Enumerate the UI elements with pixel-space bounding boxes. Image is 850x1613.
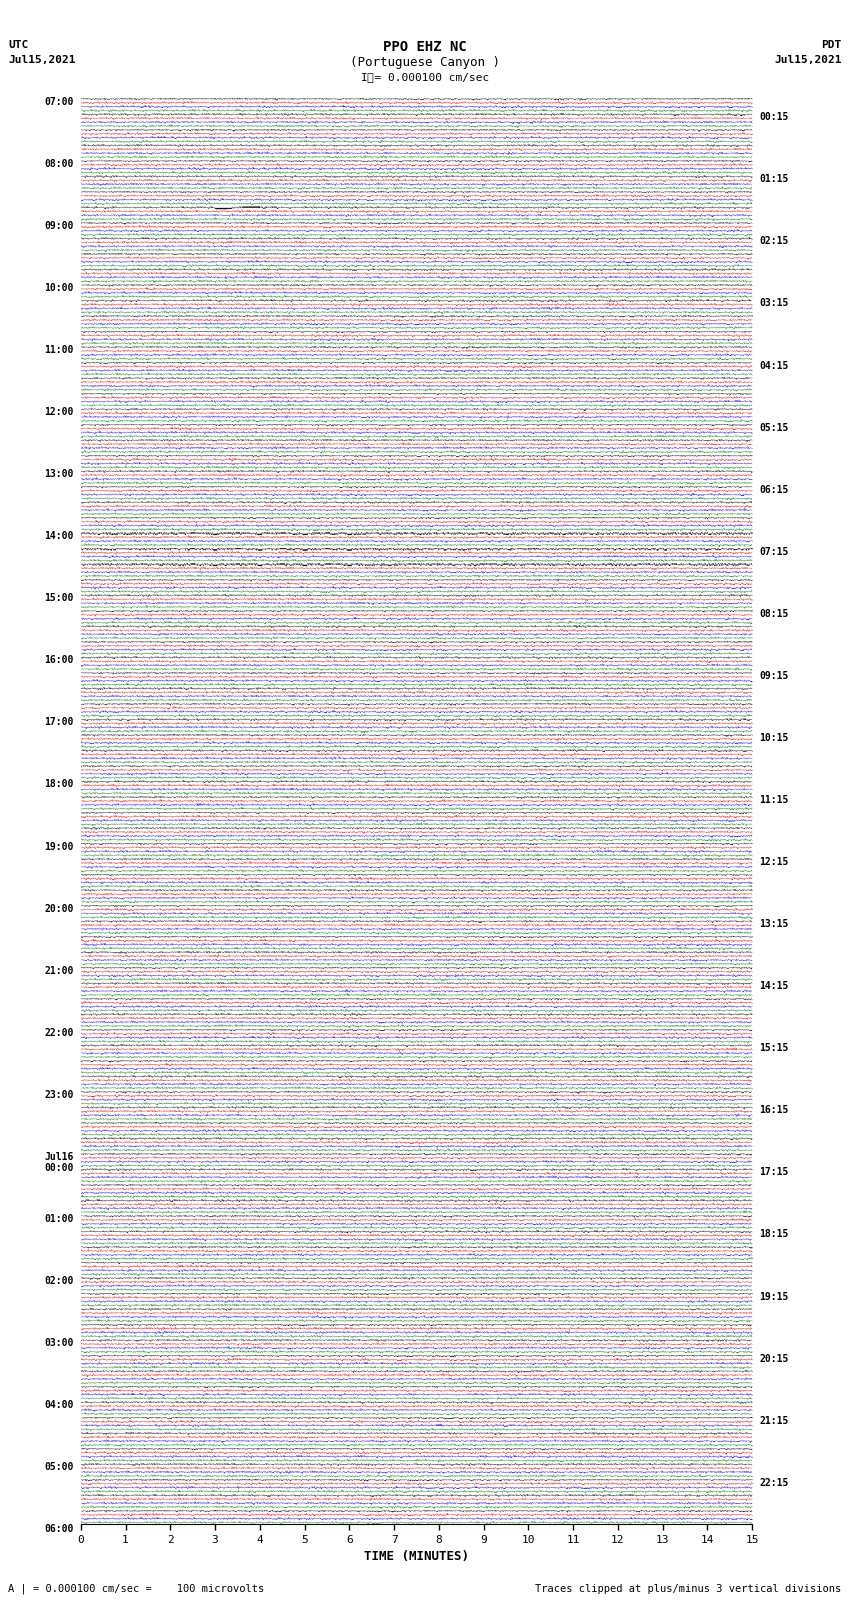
Text: 06:15: 06:15 [759, 484, 789, 495]
Text: 14:00: 14:00 [44, 531, 74, 542]
Text: 02:15: 02:15 [759, 237, 789, 247]
Text: 02:00: 02:00 [44, 1276, 74, 1286]
X-axis label: TIME (MINUTES): TIME (MINUTES) [364, 1550, 469, 1563]
Text: 00:15: 00:15 [759, 113, 789, 123]
Text: 15:00: 15:00 [44, 594, 74, 603]
Text: 13:15: 13:15 [759, 919, 789, 929]
Text: PPO EHZ NC: PPO EHZ NC [383, 40, 467, 55]
Text: 04:15: 04:15 [759, 361, 789, 371]
Text: 13:00: 13:00 [44, 469, 74, 479]
Text: 22:15: 22:15 [759, 1478, 789, 1487]
Text: 07:15: 07:15 [759, 547, 789, 556]
Text: 05:15: 05:15 [759, 423, 789, 432]
Text: 17:15: 17:15 [759, 1168, 789, 1177]
Text: 19:15: 19:15 [759, 1292, 789, 1302]
Text: Jul15,2021: Jul15,2021 [774, 55, 842, 65]
Text: 01:15: 01:15 [759, 174, 789, 184]
Text: 08:15: 08:15 [759, 608, 789, 619]
Text: PDT: PDT [821, 40, 842, 50]
Text: ⏐: ⏐ [366, 73, 373, 82]
Text: 20:00: 20:00 [44, 903, 74, 913]
Text: 09:15: 09:15 [759, 671, 789, 681]
Text: 18:00: 18:00 [44, 779, 74, 789]
Text: 10:15: 10:15 [759, 732, 789, 744]
Text: Jul15,2021: Jul15,2021 [8, 55, 76, 65]
Text: 08:00: 08:00 [44, 158, 74, 169]
Text: 03:00: 03:00 [44, 1339, 74, 1348]
Text: 09:00: 09:00 [44, 221, 74, 231]
Text: 19:00: 19:00 [44, 842, 74, 852]
Text: UTC: UTC [8, 40, 29, 50]
Text: Jul16
00:00: Jul16 00:00 [44, 1152, 74, 1174]
Text: 01:00: 01:00 [44, 1215, 74, 1224]
Text: 07:00: 07:00 [44, 97, 74, 106]
Text: 05:00: 05:00 [44, 1463, 74, 1473]
Text: 23:00: 23:00 [44, 1090, 74, 1100]
Text: 22:00: 22:00 [44, 1027, 74, 1037]
Text: 21:15: 21:15 [759, 1416, 789, 1426]
Text: 14:15: 14:15 [759, 981, 789, 992]
Text: 11:00: 11:00 [44, 345, 74, 355]
Text: 10:00: 10:00 [44, 282, 74, 294]
Text: (Portuguese Canyon ): (Portuguese Canyon ) [350, 56, 500, 69]
Text: A | = 0.000100 cm/sec =    100 microvolts: A | = 0.000100 cm/sec = 100 microvolts [8, 1582, 264, 1594]
Text: 06:00: 06:00 [44, 1524, 74, 1534]
Text: 20:15: 20:15 [759, 1353, 789, 1363]
Text: 04:00: 04:00 [44, 1400, 74, 1410]
Text: 17:00: 17:00 [44, 718, 74, 727]
Text: 16:00: 16:00 [44, 655, 74, 666]
Text: 11:15: 11:15 [759, 795, 789, 805]
Text: 21:00: 21:00 [44, 966, 74, 976]
Text: 16:15: 16:15 [759, 1105, 789, 1115]
Text: 03:15: 03:15 [759, 298, 789, 308]
Text: 15:15: 15:15 [759, 1044, 789, 1053]
Text: 18:15: 18:15 [759, 1229, 789, 1239]
Text: I = 0.000100 cm/sec: I = 0.000100 cm/sec [361, 73, 489, 82]
Text: 12:15: 12:15 [759, 857, 789, 868]
Text: 12:00: 12:00 [44, 406, 74, 418]
Text: Traces clipped at plus/minus 3 vertical divisions: Traces clipped at plus/minus 3 vertical … [536, 1584, 842, 1594]
